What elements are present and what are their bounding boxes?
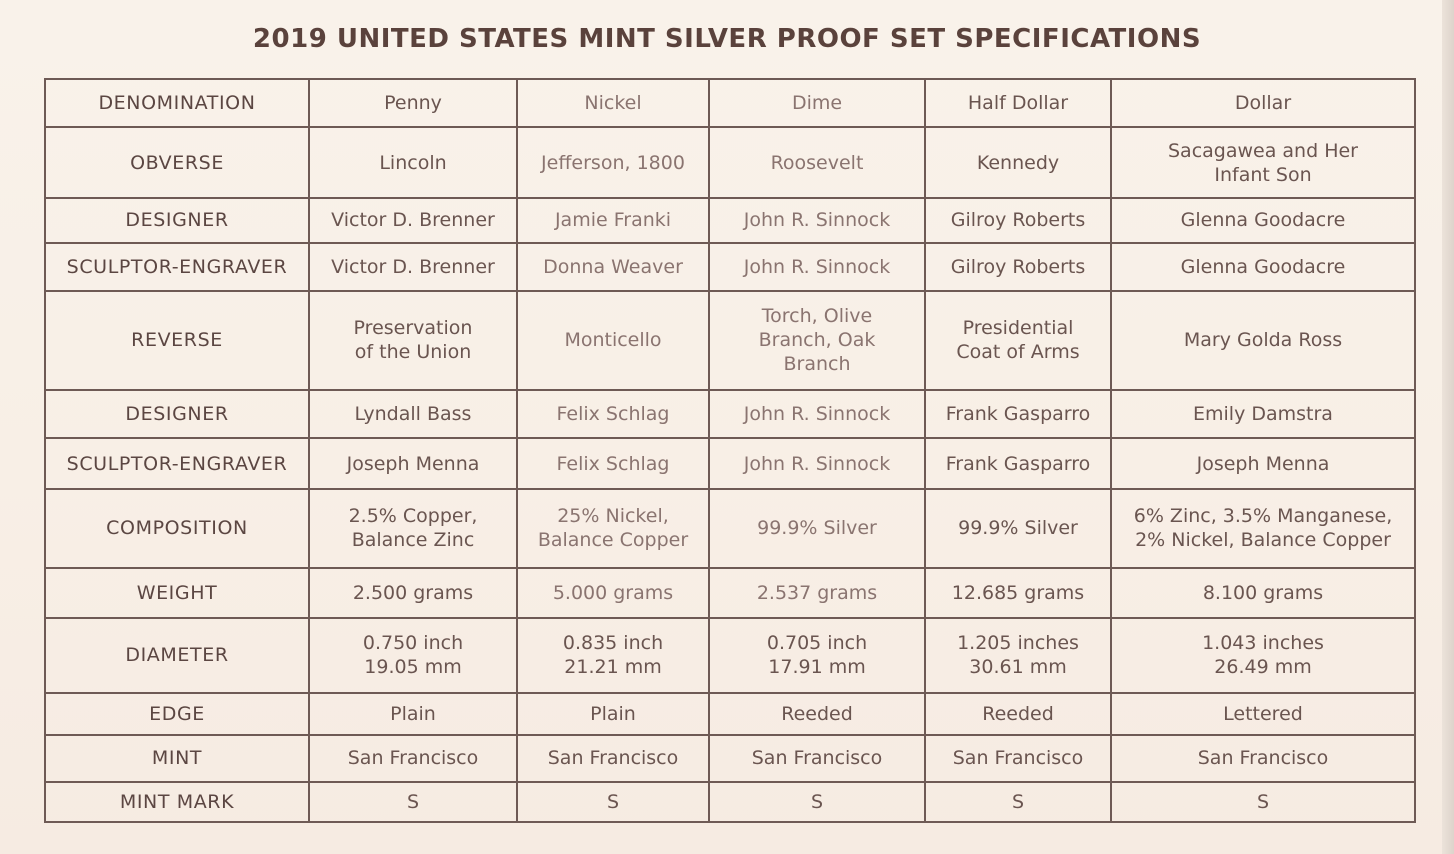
table-cell: Gilroy Roberts	[924, 197, 1112, 244]
table-cell: Mary Golda Ross	[1110, 289, 1416, 391]
table-cell: Torch, Olive Branch, Oak Branch	[708, 289, 926, 391]
table-cell: S	[516, 780, 710, 824]
row-label: COMPOSITION	[44, 487, 310, 569]
table-cell: John R. Sinnock	[708, 437, 926, 490]
table-cell: 99.9% Silver	[708, 487, 926, 569]
row-label: MINT	[44, 734, 310, 783]
table-row-obverse-sculptor-engraver: SCULPTOR-ENGRAVER Victor D. Brenner Donn…	[44, 241, 1416, 292]
table-cell: Glenna Goodacre	[1110, 241, 1416, 292]
page-title: 2019 UNITED STATES MINT SILVER PROOF SET…	[252, 24, 1202, 54]
table-cell: 8.100 grams	[1110, 566, 1416, 620]
table-cell: Reeded	[924, 691, 1112, 737]
row-label: SCULPTOR-ENGRAVER	[44, 437, 310, 490]
table-cell: 1.043 inches 26.49 mm	[1110, 617, 1416, 694]
table-cell: Lyndall Bass	[308, 388, 518, 440]
row-label: DESIGNER	[44, 388, 310, 440]
row-label: WEIGHT	[44, 566, 310, 620]
specifications-table: DENOMINATION Penny Nickel Dime Half Doll…	[44, 77, 1416, 824]
table-cell: Monticello	[516, 289, 710, 391]
page-edge	[1442, 0, 1454, 854]
table-cell: 0.835 inch 21.21 mm	[516, 617, 710, 694]
table-cell: Presidential Coat of Arms	[924, 289, 1112, 391]
table-cell: 99.9% Silver	[924, 487, 1112, 569]
table-cell: Jefferson, 1800	[516, 126, 710, 200]
table-cell: San Francisco	[1110, 734, 1416, 783]
row-label: EDGE	[44, 691, 310, 737]
table-row-reverse: REVERSE Preservation of the Union Montic…	[44, 289, 1416, 391]
table-cell: Emily Damstra	[1110, 388, 1416, 440]
table-cell: 2.537 grams	[708, 566, 926, 620]
table-cell: Sacagawea and Her Infant Son	[1110, 126, 1416, 200]
table-cell: Frank Gasparro	[924, 437, 1112, 490]
table-cell: S	[308, 780, 518, 824]
column-header-half-dollar: Half Dollar	[924, 77, 1112, 129]
table-cell: Frank Gasparro	[924, 388, 1112, 440]
table-cell: Plain	[308, 691, 518, 737]
table-cell: 5.000 grams	[516, 566, 710, 620]
row-label: REVERSE	[44, 289, 310, 391]
table-cell: John R. Sinnock	[708, 388, 926, 440]
table-cell: San Francisco	[308, 734, 518, 783]
table-cell: 12.685 grams	[924, 566, 1112, 620]
table-cell: San Francisco	[924, 734, 1112, 783]
table-cell: Lincoln	[308, 126, 518, 200]
table-cell: John R. Sinnock	[708, 197, 926, 244]
table-cell: 2.500 grams	[308, 566, 518, 620]
table-cell: Glenna Goodacre	[1110, 197, 1416, 244]
table-row-weight: WEIGHT 2.500 grams 5.000 grams 2.537 gra…	[44, 566, 1416, 620]
column-header-denomination: DENOMINATION	[44, 77, 310, 129]
table-cell: Joseph Menna	[1110, 437, 1416, 490]
table-cell: S	[924, 780, 1112, 824]
table-cell: John R. Sinnock	[708, 241, 926, 292]
table-cell: San Francisco	[516, 734, 710, 783]
table-row-diameter: DIAMETER 0.750 inch 19.05 mm 0.835 inch …	[44, 617, 1416, 694]
row-label: SCULPTOR-ENGRAVER	[44, 241, 310, 292]
table-cell: Lettered	[1110, 691, 1416, 737]
table-row-edge: EDGE Plain Plain Reeded Reeded Lettered	[44, 691, 1416, 737]
row-label: DESIGNER	[44, 197, 310, 244]
column-header-dollar: Dollar	[1110, 77, 1416, 129]
table-cell: Felix Schlag	[516, 437, 710, 490]
table-cell: Victor D. Brenner	[308, 241, 518, 292]
table-cell: Victor D. Brenner	[308, 197, 518, 244]
row-label: DIAMETER	[44, 617, 310, 694]
row-label: OBVERSE	[44, 126, 310, 200]
table-row-reverse-designer: DESIGNER Lyndall Bass Felix Schlag John …	[44, 388, 1416, 440]
table-cell: Gilroy Roberts	[924, 241, 1112, 292]
table-cell: 6% Zinc, 3.5% Manganese, 2% Nickel, Bala…	[1110, 487, 1416, 569]
row-label: MINT MARK	[44, 780, 310, 824]
table-cell: 0.750 inch 19.05 mm	[308, 617, 518, 694]
table-cell: Roosevelt	[708, 126, 926, 200]
table-cell: Preservation of the Union	[308, 289, 518, 391]
table-cell: 1.205 inches 30.61 mm	[924, 617, 1112, 694]
table-cell: S	[708, 780, 926, 824]
table-cell: Reeded	[708, 691, 926, 737]
table-cell: Donna Weaver	[516, 241, 710, 292]
table-row-mint: MINT San Francisco San Francisco San Fra…	[44, 734, 1416, 783]
table-cell: Kennedy	[924, 126, 1112, 200]
column-header-penny: Penny	[308, 77, 518, 129]
table-row-obverse: OBVERSE Lincoln Jefferson, 1800 Roosevel…	[44, 126, 1416, 200]
column-header-dime: Dime	[708, 77, 926, 129]
table-cell: S	[1110, 780, 1416, 824]
header-row: DENOMINATION Penny Nickel Dime Half Doll…	[44, 77, 1416, 129]
table-row-reverse-sculptor-engraver: SCULPTOR-ENGRAVER Joseph Menna Felix Sch…	[44, 437, 1416, 490]
table-row-obverse-designer: DESIGNER Victor D. Brenner Jamie Franki …	[44, 197, 1416, 244]
table-cell: 25% Nickel, Balance Copper	[516, 487, 710, 569]
table-row-mint-mark: MINT MARK S S S S S	[44, 780, 1416, 824]
column-header-nickel: Nickel	[516, 77, 710, 129]
table-row-composition: COMPOSITION 2.5% Copper, Balance Zinc 25…	[44, 487, 1416, 569]
table-cell: San Francisco	[708, 734, 926, 783]
table-cell: Joseph Menna	[308, 437, 518, 490]
table-cell: 0.705 inch 17.91 mm	[708, 617, 926, 694]
table-cell: Plain	[516, 691, 710, 737]
table-cell: Felix Schlag	[516, 388, 710, 440]
table-cell: Jamie Franki	[516, 197, 710, 244]
table-cell: 2.5% Copper, Balance Zinc	[308, 487, 518, 569]
